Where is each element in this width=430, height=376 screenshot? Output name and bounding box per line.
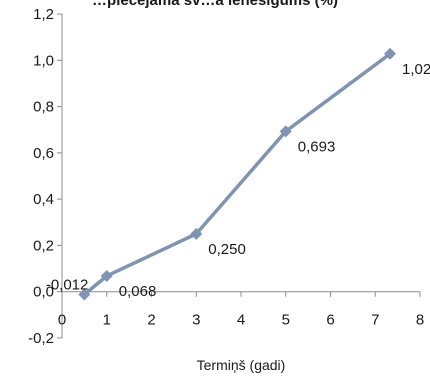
x-tick-label: 5	[282, 312, 290, 329]
data-label: 0,068	[119, 283, 157, 300]
x-tick-label: 6	[326, 312, 334, 329]
data-point-marker	[190, 227, 203, 240]
y-tick-label: 0,8	[33, 99, 54, 116]
y-tick-label: 1,0	[33, 52, 54, 69]
x-tick-label: 7	[371, 312, 379, 329]
data-point-marker	[384, 47, 397, 60]
x-tick-label: 1	[103, 312, 111, 329]
data-label: 1,028*	[402, 61, 430, 78]
x-tick-label: 8	[416, 312, 424, 329]
data-point-marker	[78, 288, 91, 301]
y-tick-label: 0,4	[33, 191, 54, 208]
x-tick-label: 0	[58, 312, 66, 329]
y-tick-label: -0,2	[28, 330, 54, 347]
y-tick-label: 1,2	[33, 6, 54, 23]
data-point-marker	[100, 269, 113, 282]
y-tick-label: 0,2	[33, 237, 54, 254]
series-line	[82, 52, 392, 297]
data-point-marker	[279, 125, 292, 138]
y-tick-label: 0,6	[33, 145, 54, 162]
data-label: 0,693	[298, 138, 336, 155]
x-tick-label: 3	[192, 312, 200, 329]
data-label: 0,250	[208, 241, 246, 258]
x-tick-label: 2	[147, 312, 155, 329]
chart-title: …piecejamā sv…ā ienesīgums (%)	[92, 0, 338, 9]
x-axis-title: Termiņš (gadi)	[197, 357, 286, 373]
y-tick-label: 0,0	[33, 284, 54, 301]
data-label: -0,012	[46, 276, 89, 293]
x-tick-label: 4	[237, 312, 245, 329]
